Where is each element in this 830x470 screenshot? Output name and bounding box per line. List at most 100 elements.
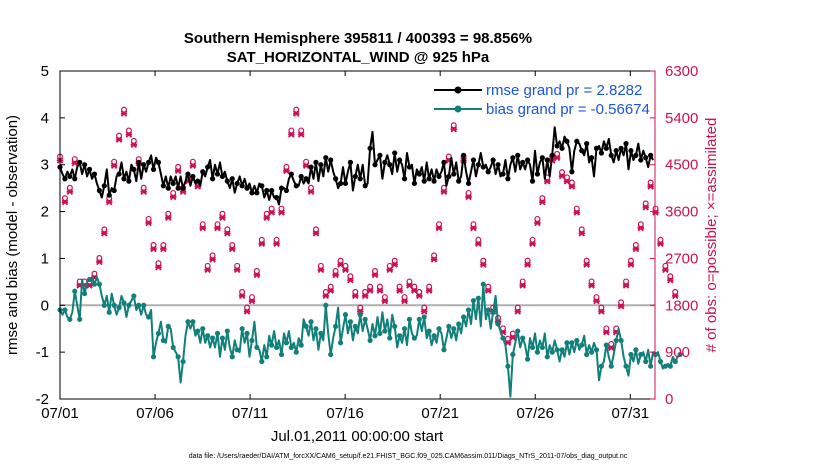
obs-assimilated-marker: [514, 308, 521, 315]
obs-possible-marker: [450, 122, 457, 129]
rmse-point: [500, 171, 506, 177]
rmse-point: [406, 164, 413, 170]
bias-point: [574, 337, 580, 344]
obs-assimilated-marker: [224, 230, 231, 237]
rmse-point: [347, 159, 353, 165]
obs-assimilated-marker: [120, 110, 128, 117]
obs-assimilated-marker: [524, 261, 531, 268]
obs-possible-marker: [130, 137, 137, 144]
bias-point: [377, 330, 383, 336]
data-file-note: data file: /Users/raeder/DAI/ATM_forcXX/…: [189, 453, 628, 460]
obs-possible-marker: [298, 127, 305, 134]
obs-assimilated-marker: [199, 224, 206, 232]
bias-point: [165, 323, 171, 329]
obs-possible-marker: [189, 158, 196, 165]
obs-assimilated-marker: [588, 282, 595, 289]
rmse-point: [283, 187, 290, 194]
obs-possible-marker: [253, 268, 260, 275]
rmse-point: [342, 180, 349, 187]
rmse-point: [638, 157, 644, 163]
rmse-point: [318, 162, 324, 168]
rmse-point: [480, 164, 486, 170]
obs-assimilated-marker: [361, 292, 369, 300]
obs-assimilated-marker: [189, 162, 197, 169]
bias-point: [569, 340, 575, 346]
bias-point: [549, 349, 555, 355]
obs-possible-marker: [175, 163, 182, 170]
bias-point: [150, 354, 157, 360]
obs-possible-marker: [273, 236, 280, 243]
bias-point: [62, 307, 68, 313]
chart-subtitle: SAT_HORIZONTAL_WIND @ 925 hPa: [227, 49, 490, 66]
obs-assimilated-marker: [465, 193, 472, 201]
x-tick-label: 07/11: [232, 405, 268, 422]
bias-point: [185, 319, 191, 325]
bias-point: [357, 312, 363, 318]
bias-point: [524, 356, 531, 362]
obs-assimilated-marker: [209, 256, 216, 263]
rmse-point: [520, 159, 526, 165]
obs-possible-marker: [263, 210, 270, 217]
bias-point: [544, 354, 550, 360]
rmse-point: [633, 152, 639, 158]
legend-bias-marker: [454, 105, 462, 113]
rmse-point: [145, 159, 152, 165]
obs-possible-marker: [529, 236, 536, 243]
bias-point: [141, 302, 147, 308]
y-right-tick-label: 900: [665, 344, 690, 361]
obs-assimilated-marker: [327, 287, 334, 294]
obs-possible-marker: [327, 283, 334, 290]
rmse-point: [77, 159, 83, 165]
obs-possible-marker: [578, 226, 585, 233]
obs-assimilated-marker: [652, 209, 659, 216]
bias-point: [584, 351, 590, 358]
y-right-tick-label: 4500: [665, 157, 698, 174]
rmse-point: [515, 152, 521, 158]
obs-possible-marker: [229, 242, 236, 249]
bias-point: [672, 358, 678, 365]
bias-point: [96, 281, 102, 287]
obs-assimilated-marker: [204, 266, 211, 274]
bias-point: [308, 319, 314, 325]
obs-assimilated-marker: [61, 198, 69, 206]
bias-point: [86, 276, 93, 283]
rmse-point: [86, 166, 93, 172]
rmse-point: [431, 178, 437, 184]
obs-assimilated-marker: [366, 287, 374, 294]
bias-point: [392, 323, 398, 329]
obs-assimilated-marker: [71, 159, 79, 167]
rmse-point: [165, 185, 171, 191]
obs-assimilated-marker: [598, 308, 605, 315]
rmse-point: [377, 152, 383, 158]
bias-point: [603, 342, 609, 348]
rmse-point: [495, 162, 501, 168]
obs-assimilated-marker: [337, 261, 344, 268]
bias-point: [328, 351, 334, 358]
rmse-point: [308, 164, 314, 170]
obs-possible-marker: [386, 262, 393, 269]
bias-point: [628, 351, 634, 358]
obs-possible-marker: [234, 262, 241, 269]
y-right-tick-label: 1800: [665, 297, 698, 314]
obs-assimilated-marker: [558, 172, 566, 180]
y-tick-label: 0: [41, 297, 49, 314]
obs-assimilated-marker: [342, 266, 349, 274]
rmse-point: [475, 162, 481, 168]
rmse-point: [623, 141, 629, 147]
obs-possible-marker: [283, 163, 290, 170]
rmse-point: [244, 185, 250, 191]
bias-point: [657, 358, 664, 365]
bias-point: [298, 342, 304, 348]
obs-possible-marker: [435, 221, 442, 228]
bias-point: [598, 363, 605, 369]
bias-point: [273, 344, 280, 351]
obs-assimilated-marker: [411, 287, 418, 294]
obs-assimilated-marker: [238, 292, 246, 300]
rmse-point: [209, 176, 216, 182]
obs-assimilated-marker: [401, 297, 408, 305]
rmse-point: [628, 148, 634, 154]
rmse-point: [303, 176, 309, 182]
obs-assimilated-marker: [519, 282, 526, 289]
obs-possible-marker: [61, 195, 68, 202]
obs-assimilated-marker: [539, 198, 546, 206]
